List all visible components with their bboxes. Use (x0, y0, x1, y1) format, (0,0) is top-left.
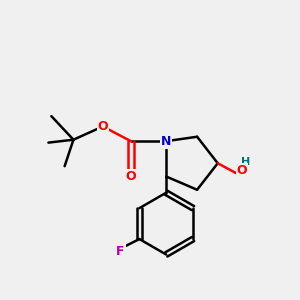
Text: F: F (116, 245, 124, 258)
Text: O: O (125, 170, 136, 183)
Text: N: N (161, 135, 171, 148)
Text: O: O (98, 120, 108, 133)
Text: O: O (237, 164, 248, 177)
Text: H: H (241, 158, 250, 167)
